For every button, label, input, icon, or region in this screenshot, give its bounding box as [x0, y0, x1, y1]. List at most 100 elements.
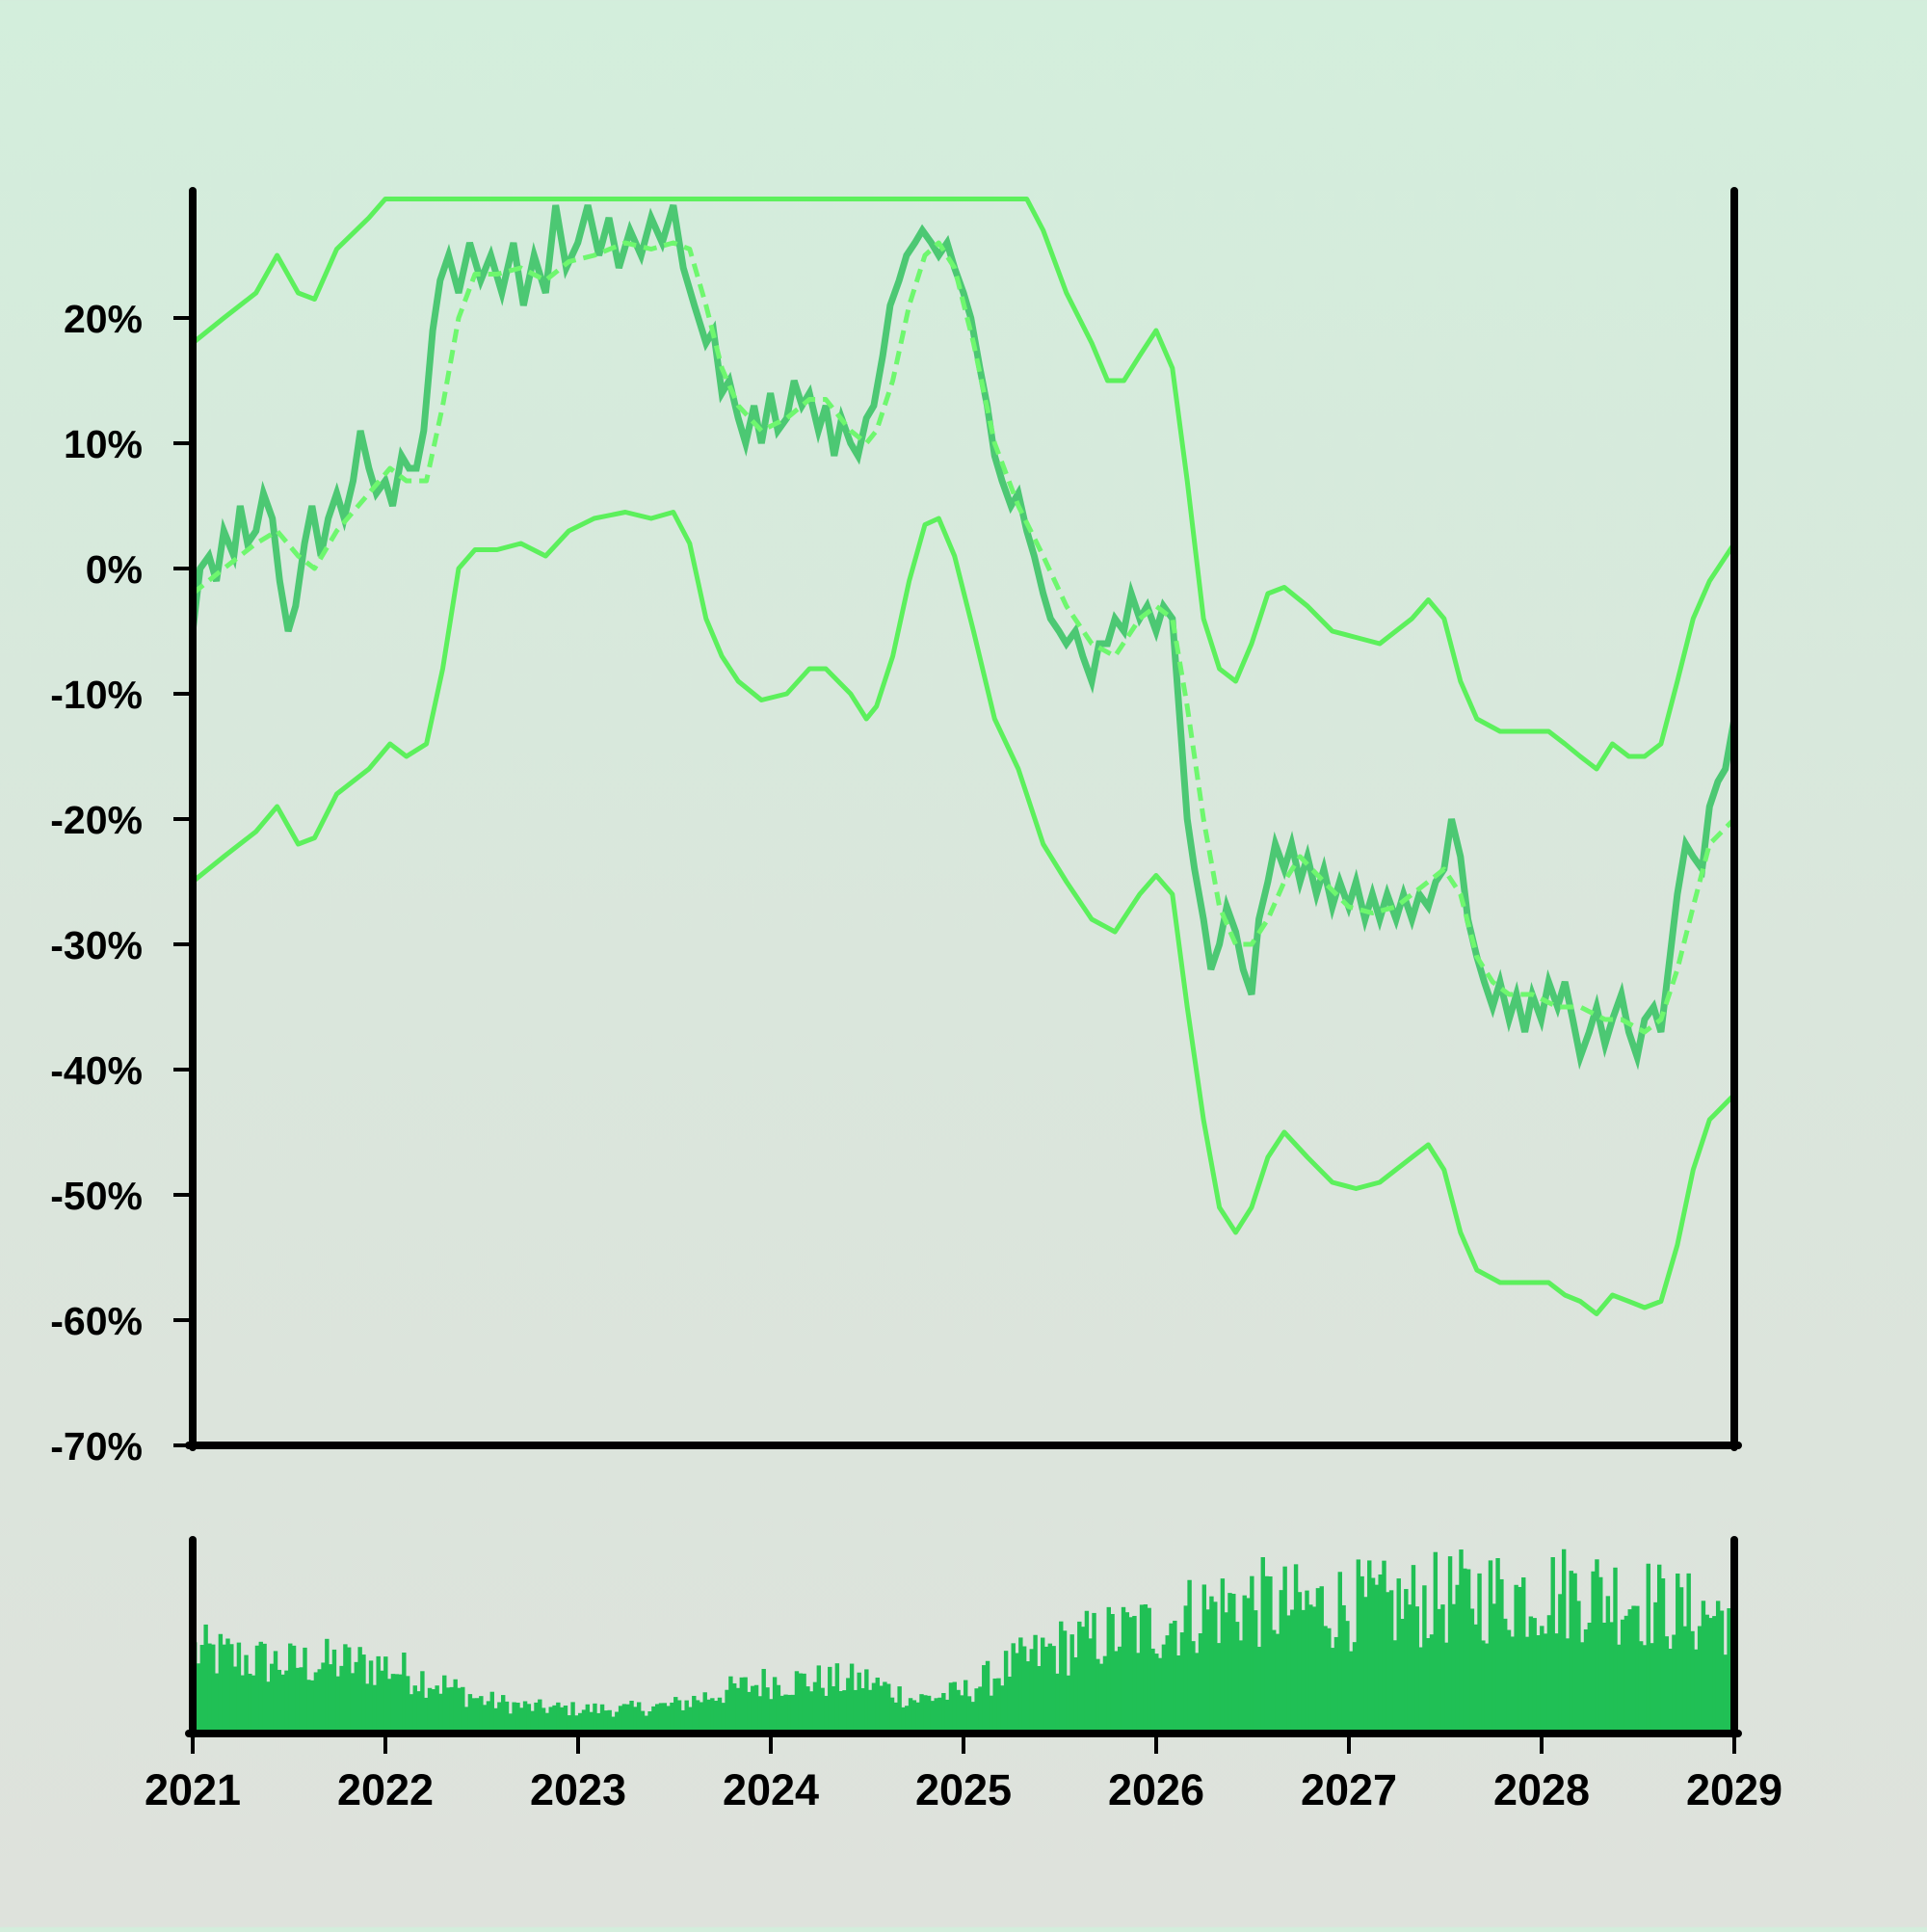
volume-bar	[1650, 1643, 1654, 1730]
volume-bar	[544, 1712, 550, 1730]
volume-bar	[1653, 1601, 1658, 1730]
volume-bar	[541, 1707, 546, 1730]
volume-bar	[1021, 1646, 1027, 1730]
volume-bar	[574, 1715, 579, 1730]
volume-bar	[1521, 1577, 1526, 1730]
volume-bar	[593, 1703, 597, 1730]
main-axes	[185, 187, 1742, 1451]
volume-bar	[199, 1645, 205, 1730]
volume-bar	[1550, 1557, 1555, 1730]
volume-bar	[1003, 1651, 1009, 1730]
volume-bar	[416, 1691, 421, 1730]
x-tick-label: 2028	[1493, 1765, 1590, 1814]
volume-bar	[1605, 1596, 1611, 1730]
volume-bar	[1345, 1621, 1350, 1730]
volume-bar	[1701, 1601, 1706, 1730]
volume-bar	[692, 1695, 697, 1730]
volume-bar	[207, 1643, 212, 1730]
volume-bar	[1161, 1644, 1167, 1730]
volume-bar	[879, 1685, 884, 1730]
volume-bar	[1712, 1616, 1717, 1730]
x-axis-ticks: 2021 2022 2023 2024 2025 2026 2027 2028 2029	[145, 1734, 1782, 1814]
volume-bar	[321, 1662, 326, 1730]
volume-bar	[196, 1663, 201, 1730]
volume-bar	[248, 1673, 252, 1730]
volume-bar	[331, 1649, 337, 1730]
volume-bar	[838, 1691, 843, 1730]
volume-bar	[1543, 1633, 1548, 1730]
y-tick-label: -20%	[50, 798, 143, 842]
price-line-layer	[193, 204, 1734, 1071]
volume-bar	[802, 1673, 806, 1730]
volume-bar	[380, 1670, 384, 1730]
volume-bar	[563, 1705, 568, 1730]
volume-bar	[753, 1684, 759, 1730]
volume-bar	[1066, 1675, 1071, 1730]
volume-bar	[816, 1665, 822, 1730]
volume-bar	[1613, 1567, 1618, 1730]
volume-bar	[317, 1669, 322, 1730]
volume-bar	[1400, 1619, 1405, 1730]
volume-bar	[937, 1697, 942, 1730]
volume-bar	[1092, 1612, 1096, 1730]
volume-bar	[812, 1681, 818, 1730]
volume-bar	[897, 1686, 902, 1730]
volume-bar	[347, 1647, 352, 1730]
volume-bar	[530, 1710, 535, 1730]
volume-bar	[225, 1638, 230, 1730]
volume-bar	[1047, 1643, 1053, 1730]
volume-bar	[273, 1651, 278, 1730]
volume-bar	[607, 1709, 612, 1730]
volume-bar	[989, 1695, 994, 1730]
volume-bar	[1352, 1642, 1358, 1730]
x-tick-label: 2027	[1301, 1765, 1397, 1814]
y-tick-label: -40%	[50, 1048, 143, 1093]
volume-bar	[1179, 1632, 1185, 1730]
volume-bar	[1073, 1656, 1078, 1730]
volume-bar	[1414, 1606, 1419, 1730]
volume-bar	[203, 1624, 208, 1730]
volume-bar	[1333, 1636, 1339, 1730]
volume-bar	[1697, 1626, 1703, 1730]
volume-bar	[522, 1701, 528, 1730]
volume-bar	[1455, 1584, 1460, 1730]
volume-bar	[725, 1689, 729, 1730]
volume-bar	[211, 1644, 216, 1730]
volume-bars	[193, 1548, 1734, 1730]
volume-bar	[1323, 1626, 1328, 1730]
volume-bar	[350, 1673, 356, 1730]
volume-bar	[402, 1653, 407, 1730]
volume-bar	[599, 1704, 605, 1730]
volume-bar	[288, 1643, 293, 1730]
volume-bar	[846, 1678, 851, 1730]
volume-bar	[1198, 1633, 1203, 1730]
volume-bar	[1367, 1560, 1372, 1730]
volume-bar	[1715, 1601, 1721, 1730]
volume-bar	[313, 1672, 319, 1730]
volume-bar	[306, 1680, 311, 1730]
volume-bar	[445, 1687, 451, 1730]
volume-bar	[1635, 1605, 1640, 1730]
volume-bar	[1623, 1615, 1629, 1730]
volume-bar	[1642, 1645, 1648, 1730]
volume-bar	[673, 1697, 678, 1730]
volume-bar	[611, 1716, 616, 1730]
volume-bar	[1672, 1634, 1676, 1730]
volume-bar	[519, 1707, 524, 1730]
volume-bar	[1506, 1629, 1512, 1730]
volume-bar	[1234, 1622, 1240, 1730]
volume-bar	[335, 1676, 340, 1730]
volume-bar	[1426, 1638, 1431, 1730]
volume-bar	[658, 1703, 664, 1730]
volume-bar	[1433, 1551, 1439, 1730]
volume-bar	[908, 1698, 913, 1730]
volume-bar	[386, 1679, 392, 1730]
volume-bar	[857, 1672, 861, 1730]
volume-bar	[475, 1698, 480, 1730]
volume-bar	[867, 1689, 873, 1730]
volume-bar	[357, 1647, 362, 1730]
volume-bar	[589, 1711, 594, 1730]
volume-bar	[1469, 1608, 1475, 1730]
volume-bar	[1143, 1603, 1148, 1730]
